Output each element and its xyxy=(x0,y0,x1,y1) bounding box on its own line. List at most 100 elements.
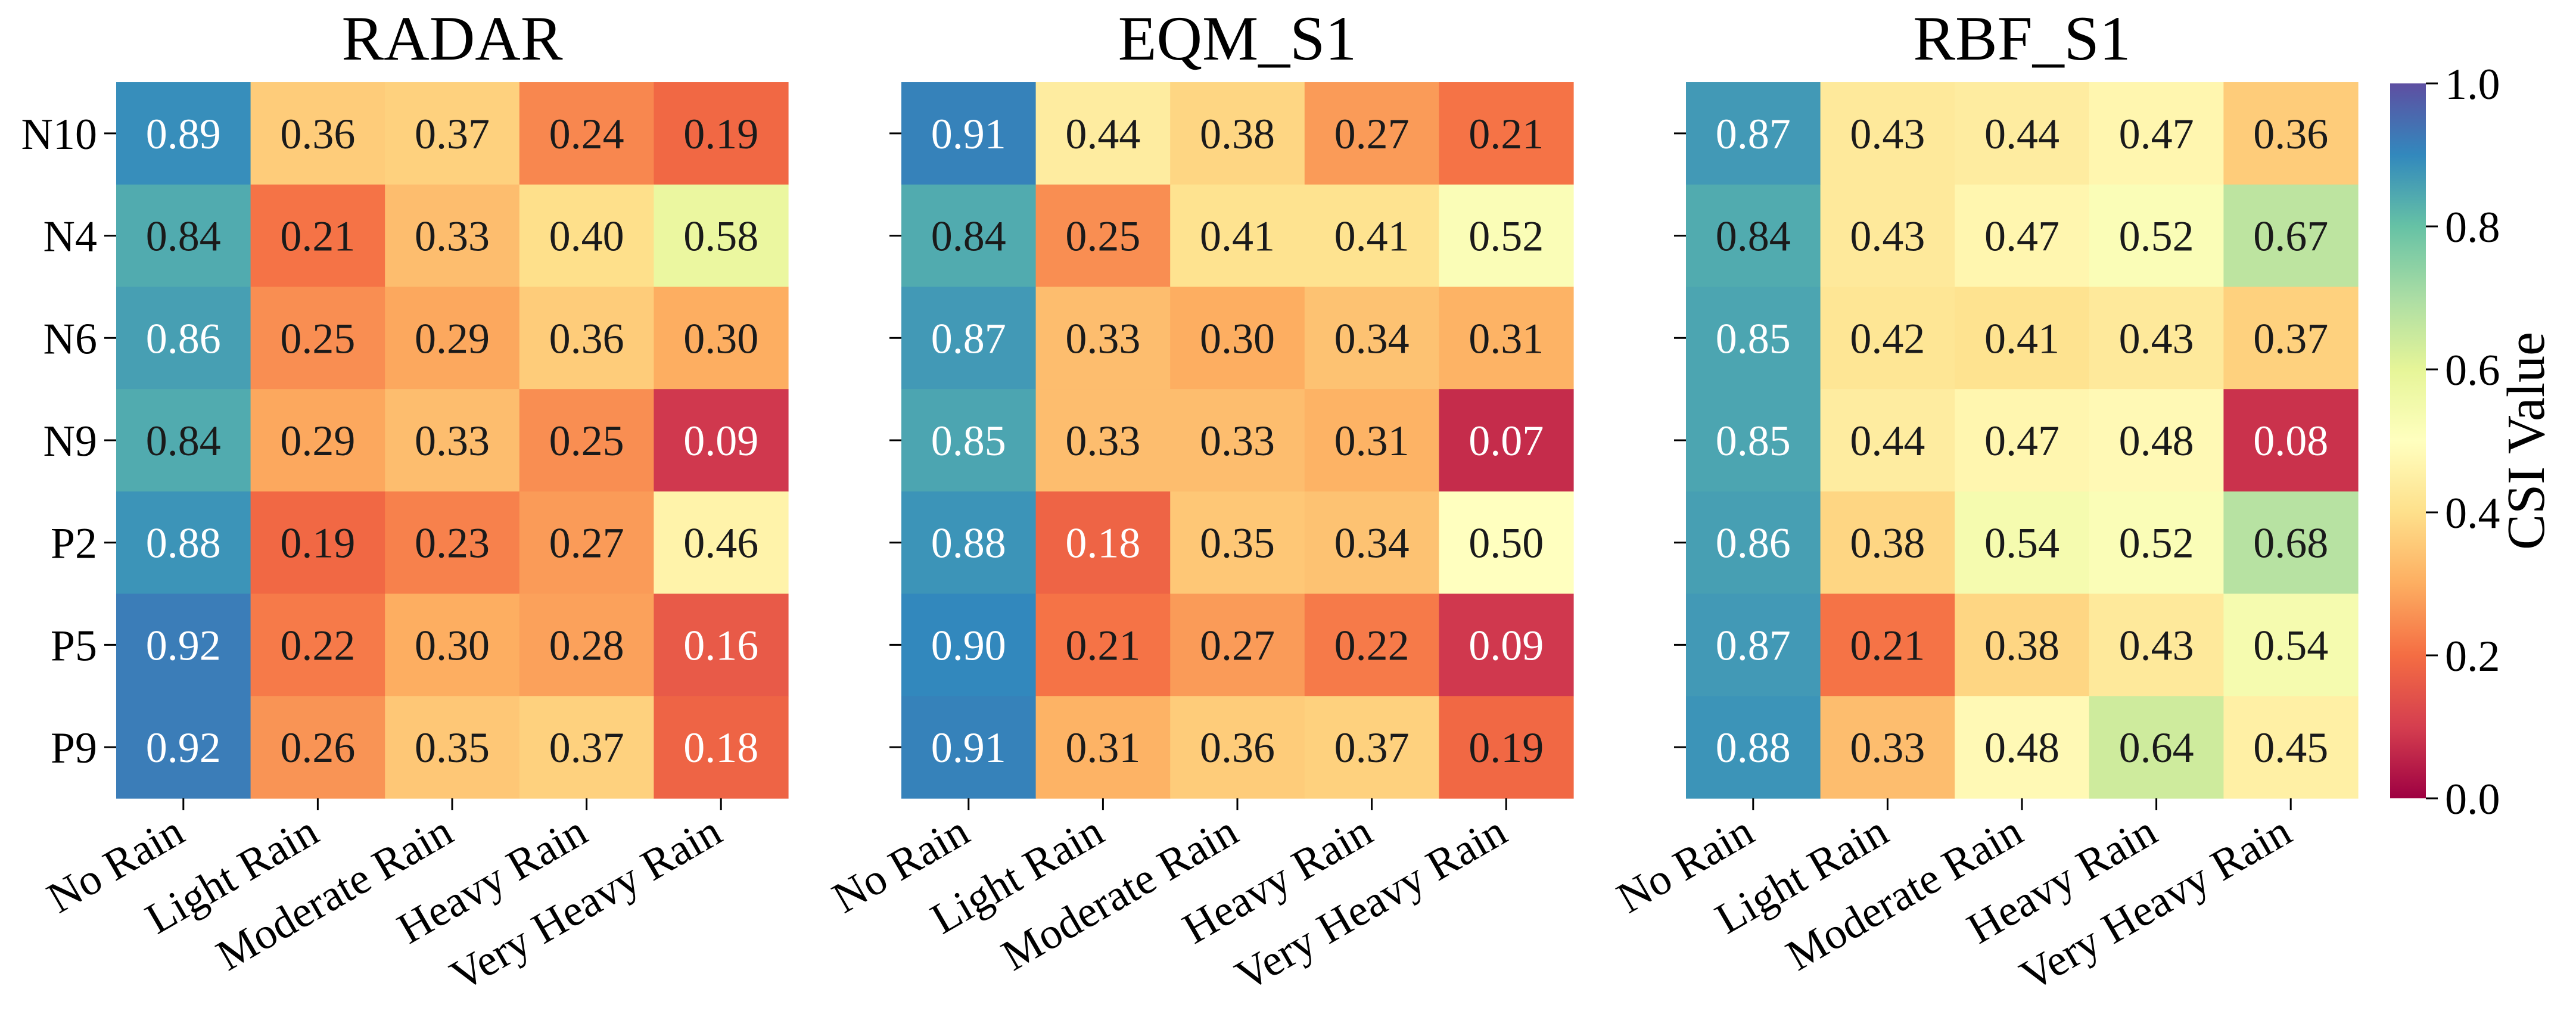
heatmap-cell xyxy=(250,389,385,492)
cell-value-label: 0.18 xyxy=(683,724,758,772)
heatmap-cell xyxy=(2223,696,2359,799)
cell-value-label: 0.36 xyxy=(1200,724,1275,772)
heatmap-cell xyxy=(250,696,385,799)
cell-value-label: 0.25 xyxy=(549,417,624,465)
heatmap-cell xyxy=(654,593,789,696)
cell-value-label: 0.21 xyxy=(1065,621,1140,669)
heatmap-cell xyxy=(654,491,789,595)
colorbar-tick-label: 0.4 xyxy=(2445,489,2500,538)
heatmap-cell xyxy=(1820,593,1955,696)
cell-value-label: 0.37 xyxy=(2253,315,2328,362)
heatmap-cell xyxy=(1686,82,1821,185)
cell-value-label: 0.52 xyxy=(2119,213,2194,260)
heatmap-cell xyxy=(519,696,654,799)
cell-value-label: 0.92 xyxy=(146,621,221,669)
heatmap-cell xyxy=(901,82,1037,185)
cell-value-label: 0.44 xyxy=(1850,417,1925,465)
heatmap-cell xyxy=(116,287,251,390)
panel-title: EQM_S1 xyxy=(1118,4,1357,73)
heatmap-cell xyxy=(1304,287,1439,390)
cell-value-label: 0.87 xyxy=(1716,110,1791,158)
cell-value-label: 0.33 xyxy=(1200,417,1275,465)
cell-value-label: 0.26 xyxy=(280,724,355,772)
heatmap-cell xyxy=(1170,82,1305,185)
cell-value-label: 0.27 xyxy=(1200,621,1275,669)
heatmap-cell xyxy=(1439,389,1574,492)
cell-value-label: 0.30 xyxy=(415,621,490,669)
cell-value-label: 0.90 xyxy=(931,621,1006,669)
heatmap-cell xyxy=(1955,491,2090,595)
cell-value-label: 0.30 xyxy=(683,315,758,362)
cell-value-label: 0.48 xyxy=(1984,724,2059,772)
heatmap-cell xyxy=(1820,82,1955,185)
heatmap-cell xyxy=(1955,82,2090,185)
cell-value-label: 0.54 xyxy=(2253,621,2328,669)
heatmap-cell xyxy=(1304,184,1439,288)
heatmap-cell xyxy=(1820,184,1955,288)
cell-value-label: 0.41 xyxy=(1334,213,1410,260)
cell-value-label: 0.38 xyxy=(1984,621,2059,669)
heatmap-cell xyxy=(116,491,251,595)
heatmap-cell xyxy=(1955,593,2090,696)
cell-value-label: 0.38 xyxy=(1200,110,1275,158)
cell-value-label: 0.27 xyxy=(1334,110,1410,158)
cell-value-label: 0.88 xyxy=(1716,724,1791,772)
heatmap-cell xyxy=(654,389,789,492)
heatmap-cell xyxy=(1035,593,1171,696)
cell-value-label: 0.31 xyxy=(1065,724,1140,772)
heatmap-cell xyxy=(1304,82,1439,185)
cell-value-label: 0.31 xyxy=(1469,315,1544,362)
colorbar-tick-label: 0.2 xyxy=(2445,632,2500,681)
panel-title: RADAR xyxy=(341,4,562,73)
heatmap-cell xyxy=(116,82,251,185)
cell-value-label: 0.85 xyxy=(1716,417,1791,465)
cell-value-label: 0.40 xyxy=(549,213,624,260)
heatmap-cell xyxy=(2223,82,2359,185)
heatmap-cell xyxy=(385,287,520,390)
cell-value-label: 0.18 xyxy=(1065,520,1140,567)
heatmap-cell xyxy=(250,491,385,595)
cell-value-label: 0.21 xyxy=(1850,621,1925,669)
heatmap-cell xyxy=(385,491,520,595)
cell-value-label: 0.24 xyxy=(549,110,624,158)
y-tick-label: P9 xyxy=(51,724,97,773)
cell-value-label: 0.08 xyxy=(2253,417,2328,465)
heatmap-cell xyxy=(2089,287,2224,390)
cell-value-label: 0.29 xyxy=(415,315,490,362)
heatmap-cell xyxy=(385,593,520,696)
cell-value-label: 0.22 xyxy=(280,621,355,669)
cell-value-label: 0.48 xyxy=(2119,417,2194,465)
colorbar-tick-label: 1.0 xyxy=(2445,60,2500,109)
cell-value-label: 0.44 xyxy=(1984,110,2059,158)
cell-value-label: 0.09 xyxy=(683,417,758,465)
cell-value-label: 0.33 xyxy=(1850,724,1925,772)
heatmap-cell xyxy=(1035,287,1171,390)
cell-value-label: 0.85 xyxy=(931,417,1006,465)
cell-value-label: 0.89 xyxy=(146,110,221,158)
cell-value-label: 0.34 xyxy=(1334,315,1410,362)
cell-value-label: 0.84 xyxy=(146,213,221,260)
heatmap-cell xyxy=(250,287,385,390)
cell-value-label: 0.47 xyxy=(1984,213,2059,260)
heatmap-cell xyxy=(1686,184,1821,288)
cell-value-label: 0.85 xyxy=(1716,315,1791,362)
heatmap-cell xyxy=(519,82,654,185)
heatmap-cell xyxy=(1820,287,1955,390)
heatmap-cell xyxy=(2223,184,2359,288)
heatmap-cell xyxy=(1035,389,1171,492)
y-tick-label: P2 xyxy=(51,520,97,568)
cell-value-label: 0.43 xyxy=(1850,110,1925,158)
heatmap-cell xyxy=(2223,491,2359,595)
cell-value-label: 0.21 xyxy=(1469,110,1544,158)
heatmap-cell xyxy=(519,491,654,595)
cell-value-label: 0.42 xyxy=(1850,315,1925,362)
heatmap-cell xyxy=(116,389,251,492)
cell-value-label: 0.37 xyxy=(1334,724,1410,772)
cell-value-label: 0.52 xyxy=(2119,520,2194,567)
colorbar-label: CSI Value xyxy=(2497,332,2556,550)
heatmap-cell xyxy=(901,389,1037,492)
cell-value-label: 0.23 xyxy=(415,520,490,567)
heatmap-cell xyxy=(1820,389,1955,492)
cell-value-label: 0.09 xyxy=(1469,621,1544,669)
colorbar-tick-label: 0.8 xyxy=(2445,203,2500,252)
